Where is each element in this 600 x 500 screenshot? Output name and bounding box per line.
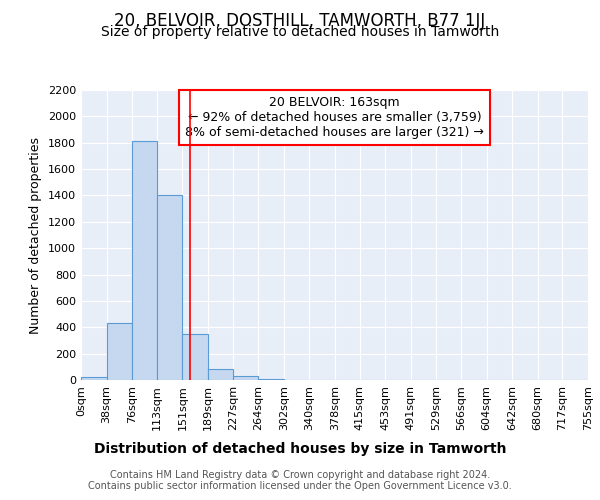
Bar [132,142,157,380]
Y-axis label: Number of detached properties: Number of detached properties [29,136,43,334]
Text: Contains HM Land Registry data © Crown copyright and database right 2024.: Contains HM Land Registry data © Crown c… [110,470,490,480]
Text: Distribution of detached houses by size in Tamworth: Distribution of detached houses by size … [94,442,506,456]
Bar [81,378,107,380]
Text: 20 BELVOIR: 163sqm
← 92% of detached houses are smaller (3,759)
8% of semi-detac: 20 BELVOIR: 163sqm ← 92% of detached hou… [185,96,484,139]
Bar [107,324,132,380]
Bar [233,376,258,380]
Bar [157,196,182,380]
Bar [182,334,208,380]
Bar [258,378,284,380]
Bar [208,370,233,380]
Text: 20, BELVOIR, DOSTHILL, TAMWORTH, B77 1JJ: 20, BELVOIR, DOSTHILL, TAMWORTH, B77 1JJ [115,12,485,30]
Text: Size of property relative to detached houses in Tamworth: Size of property relative to detached ho… [101,25,499,39]
Text: Contains public sector information licensed under the Open Government Licence v3: Contains public sector information licen… [88,481,512,491]
